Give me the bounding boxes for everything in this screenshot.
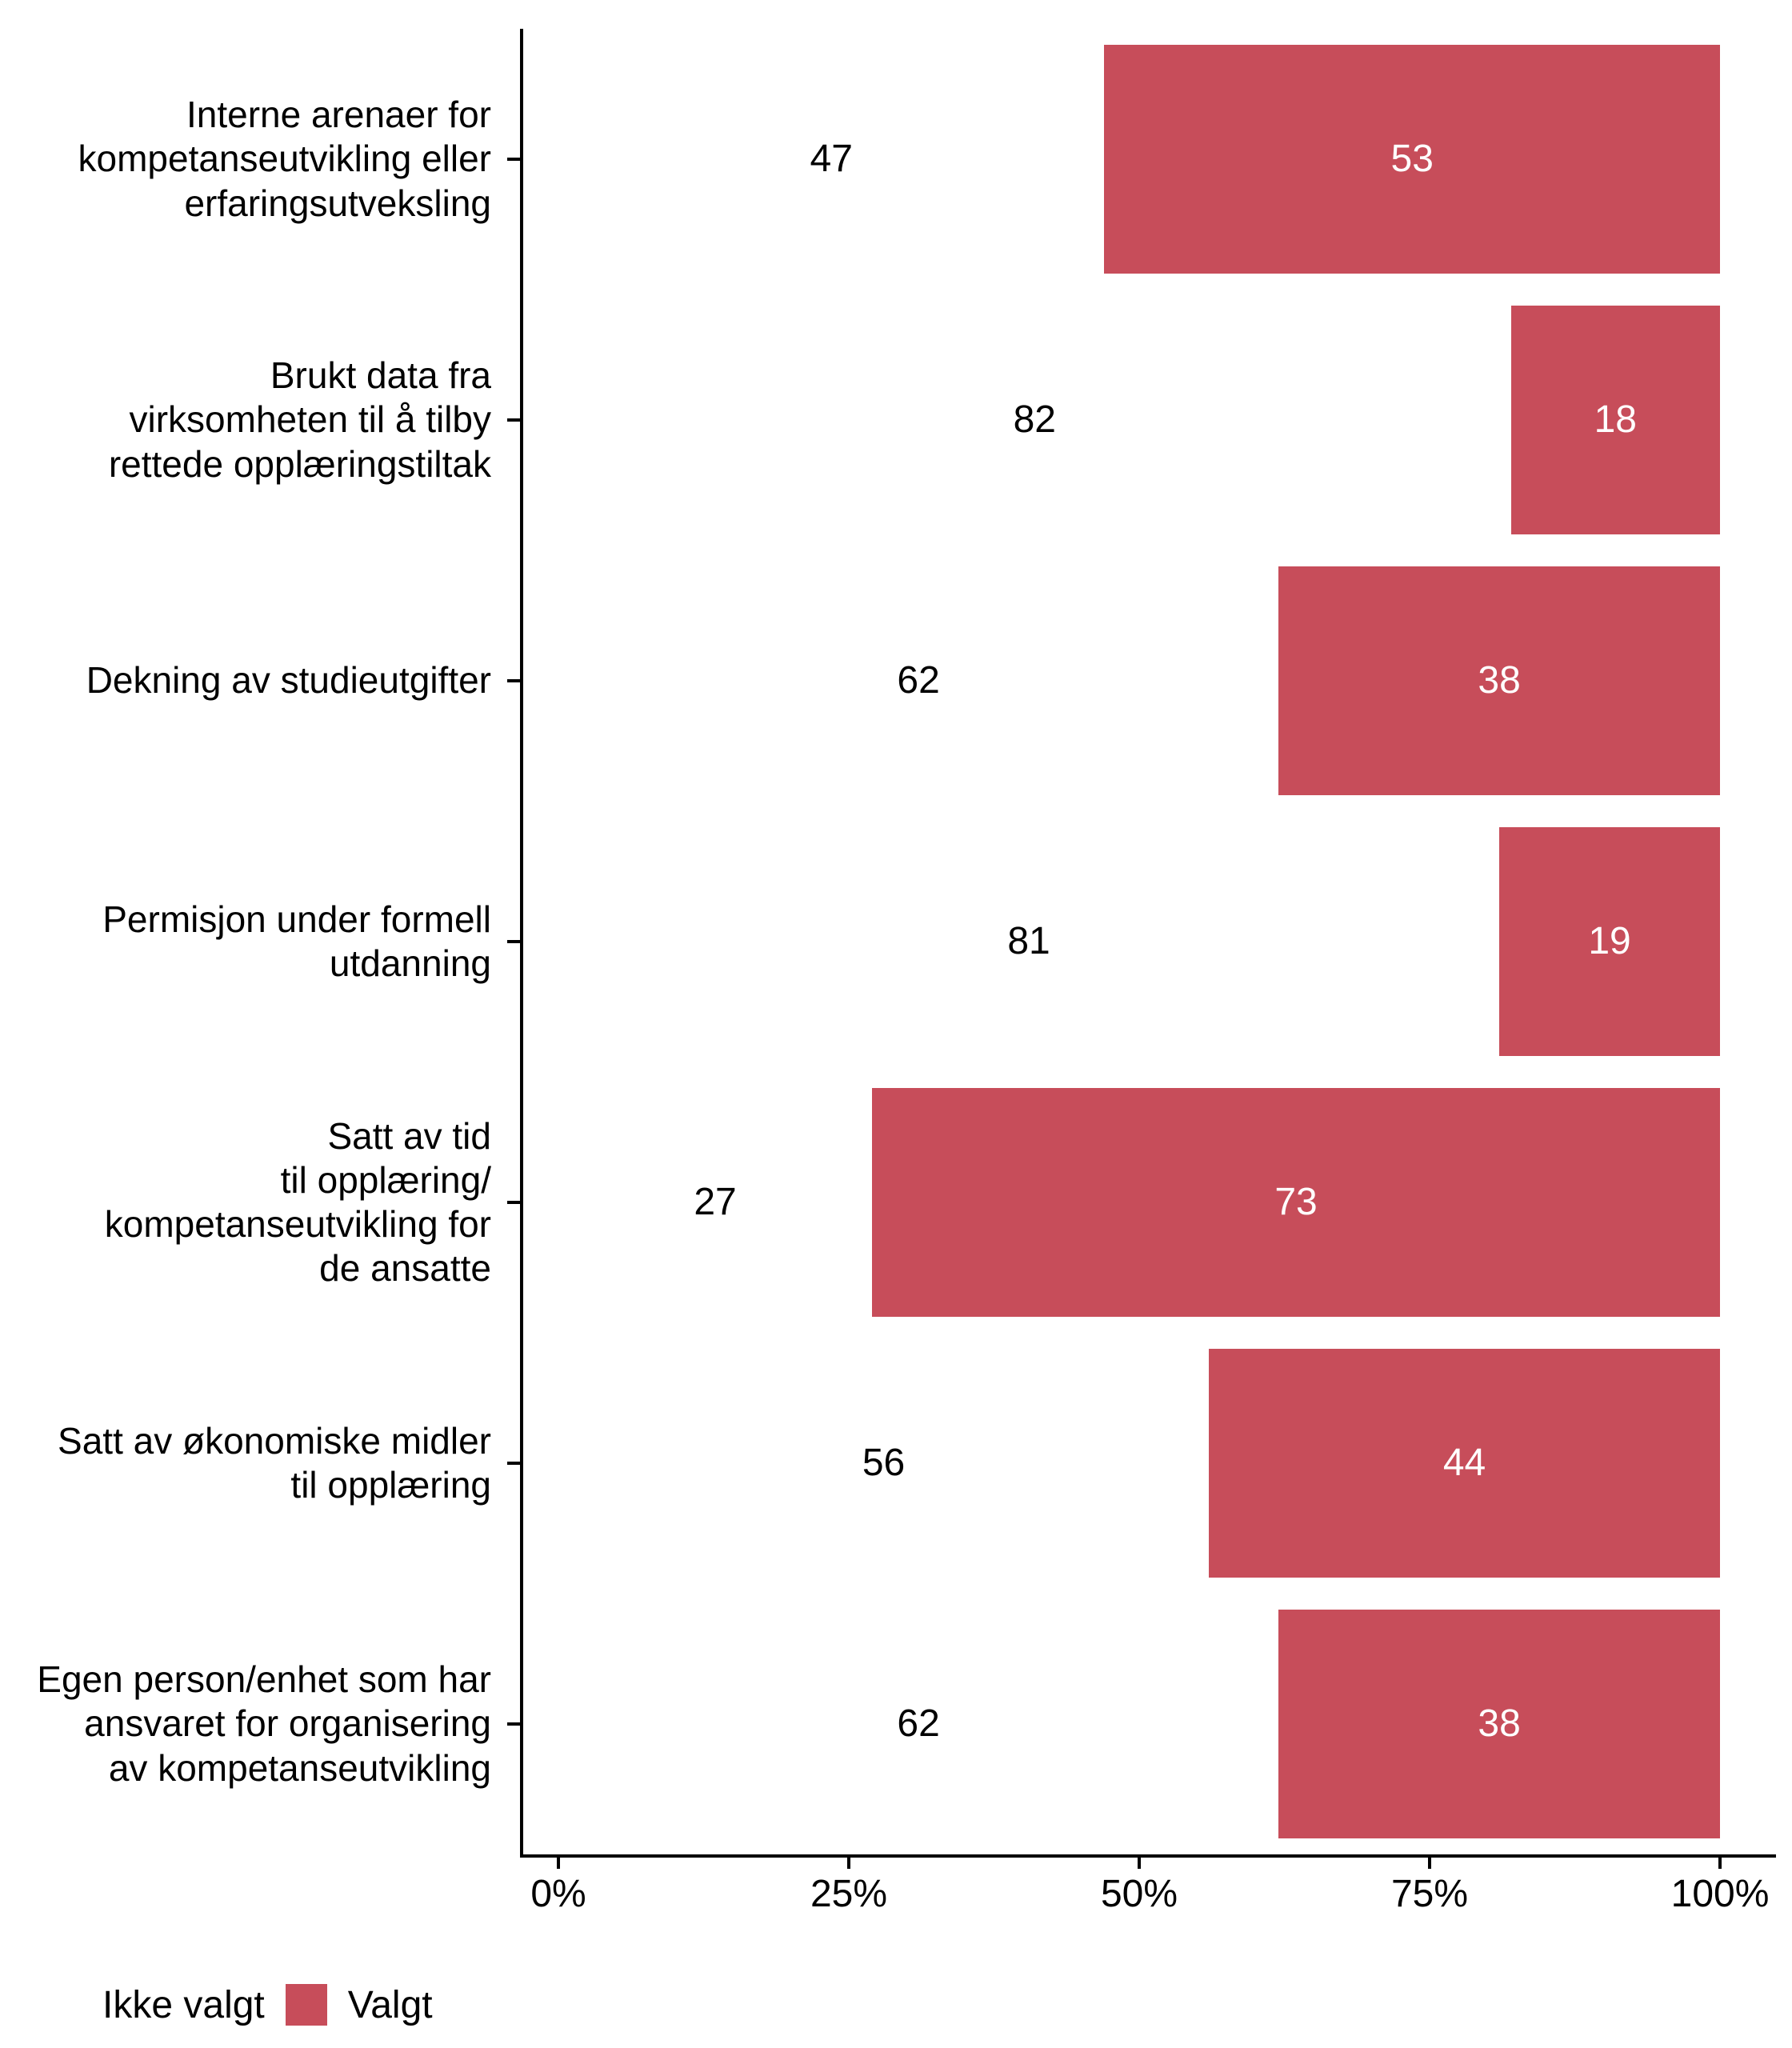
plot-panel: 47 53 82 18 62 38 81 19 27 73 56 44 62 38 0% 25% 50% 75% 1… xyxy=(507,29,1776,1915)
bar-row: 62 38 xyxy=(558,550,1720,811)
category-label: Brukt data fra virksomheten til å tilby … xyxy=(108,354,491,485)
value-label-valgt: 73 xyxy=(1274,1181,1318,1224)
category-label: Interne arenaer for kompetanseutvikling … xyxy=(78,94,492,224)
category-label: Permisjon under formell utdanning xyxy=(102,898,491,984)
value-label-ikke-valgt: 47 xyxy=(810,138,853,181)
category-cell: Brukt data fra virksomheten til å tilby … xyxy=(0,290,506,550)
x-axis-tick xyxy=(1138,1854,1141,1869)
category-label: Dekning av studieutgifter xyxy=(86,659,491,702)
segment-valgt: 44 xyxy=(1209,1348,1720,1578)
segment-ikke-valgt: 56 xyxy=(558,1348,1210,1578)
x-axis-tick xyxy=(1718,1854,1722,1869)
bar-row: 56 44 xyxy=(558,1333,1720,1594)
y-axis-tick xyxy=(507,940,523,943)
category-cell: Dekning av studieutgifter xyxy=(0,550,506,811)
plot-track: 47 53 82 18 62 38 81 19 27 73 56 44 62 38 0% 25% 50% 75% 1… xyxy=(530,29,1769,1915)
segment-ikke-valgt: 81 xyxy=(558,826,1500,1057)
y-axis-tick xyxy=(507,1722,523,1726)
value-label-ikke-valgt: 82 xyxy=(1013,398,1056,442)
legend-label-valgt: Valgt xyxy=(347,1983,433,2026)
x-axis-tick-label: 100% xyxy=(1670,1873,1770,1915)
category-cell: Satt av økonomiske midler til opplæring xyxy=(0,1333,506,1594)
y-axis-tick xyxy=(507,1201,523,1204)
x-axis-tick xyxy=(847,1854,850,1869)
y-axis-labels: Interne arenaer for kompetanseutvikling … xyxy=(0,29,506,1854)
segment-ikke-valgt: 47 xyxy=(558,44,1105,274)
x-axis-tick xyxy=(1428,1854,1431,1869)
value-label-valgt: 44 xyxy=(1442,1442,1486,1485)
x-axis-tick-label: 75% xyxy=(1390,1873,1469,1915)
category-label: Satt av økonomiske midler til opplæring xyxy=(58,1419,491,1506)
y-axis-tick xyxy=(507,1462,523,1465)
value-label-ikke-valgt: 81 xyxy=(1007,920,1050,963)
segment-valgt: 38 xyxy=(1278,1609,1720,1839)
legend-swatch-valgt xyxy=(285,1984,327,2026)
segment-valgt: 73 xyxy=(872,1087,1720,1318)
value-label-valgt: 18 xyxy=(1594,398,1637,442)
segment-valgt: 53 xyxy=(1104,44,1720,274)
value-label-valgt: 38 xyxy=(1478,659,1521,702)
segment-ikke-valgt: 62 xyxy=(558,566,1279,796)
bar-row: 47 53 xyxy=(558,29,1720,290)
x-axis-tick xyxy=(557,1854,560,1869)
value-label-valgt: 19 xyxy=(1588,920,1631,963)
bar-row: 62 38 xyxy=(558,1594,1720,1854)
category-label: Satt av tid til opplæring/ kompetanseutv… xyxy=(104,1114,491,1290)
category-cell: Satt av tid til opplæring/ kompetanseutv… xyxy=(0,1072,506,1333)
y-axis-tick xyxy=(507,679,523,682)
category-cell: Permisjon under formell utdanning xyxy=(0,811,506,1072)
value-label-ikke-valgt: 27 xyxy=(694,1181,737,1224)
category-label: Egen person/enhet som har ansvaret for o… xyxy=(37,1658,491,1789)
y-axis-tick xyxy=(507,418,523,422)
bar-row: 81 19 xyxy=(558,811,1720,1072)
y-axis-tick xyxy=(507,157,523,161)
segment-valgt: 18 xyxy=(1510,305,1720,535)
segment-ikke-valgt: 82 xyxy=(558,305,1511,535)
x-axis-tick-label: 0% xyxy=(530,1873,586,1915)
segment-ikke-valgt: 62 xyxy=(558,1609,1279,1839)
category-cell: Egen person/enhet som har ansvaret for o… xyxy=(0,1594,506,1854)
x-axis-tick-label: 50% xyxy=(1100,1873,1178,1915)
bar-row: 27 73 xyxy=(558,1072,1720,1333)
value-label-ikke-valgt: 62 xyxy=(897,1702,940,1746)
value-label-valgt: 38 xyxy=(1478,1702,1521,1746)
category-cell: Interne arenaer for kompetanseutvikling … xyxy=(0,29,506,290)
legend: Ikke valgt Valgt xyxy=(48,1982,433,2027)
segment-valgt: 19 xyxy=(1499,826,1720,1057)
value-label-ikke-valgt: 56 xyxy=(862,1442,906,1485)
bar-row: 82 18 xyxy=(558,290,1720,550)
value-label-valgt: 53 xyxy=(1390,138,1434,181)
value-label-ikke-valgt: 62 xyxy=(897,659,940,702)
segment-valgt: 38 xyxy=(1278,566,1720,796)
x-axis-tick-label: 25% xyxy=(810,1873,888,1915)
legend-label-ikke-valgt: Ikke valgt xyxy=(102,1983,265,2026)
legend-swatch-ikke-valgt xyxy=(48,1984,90,2026)
segment-ikke-valgt: 27 xyxy=(558,1087,873,1318)
